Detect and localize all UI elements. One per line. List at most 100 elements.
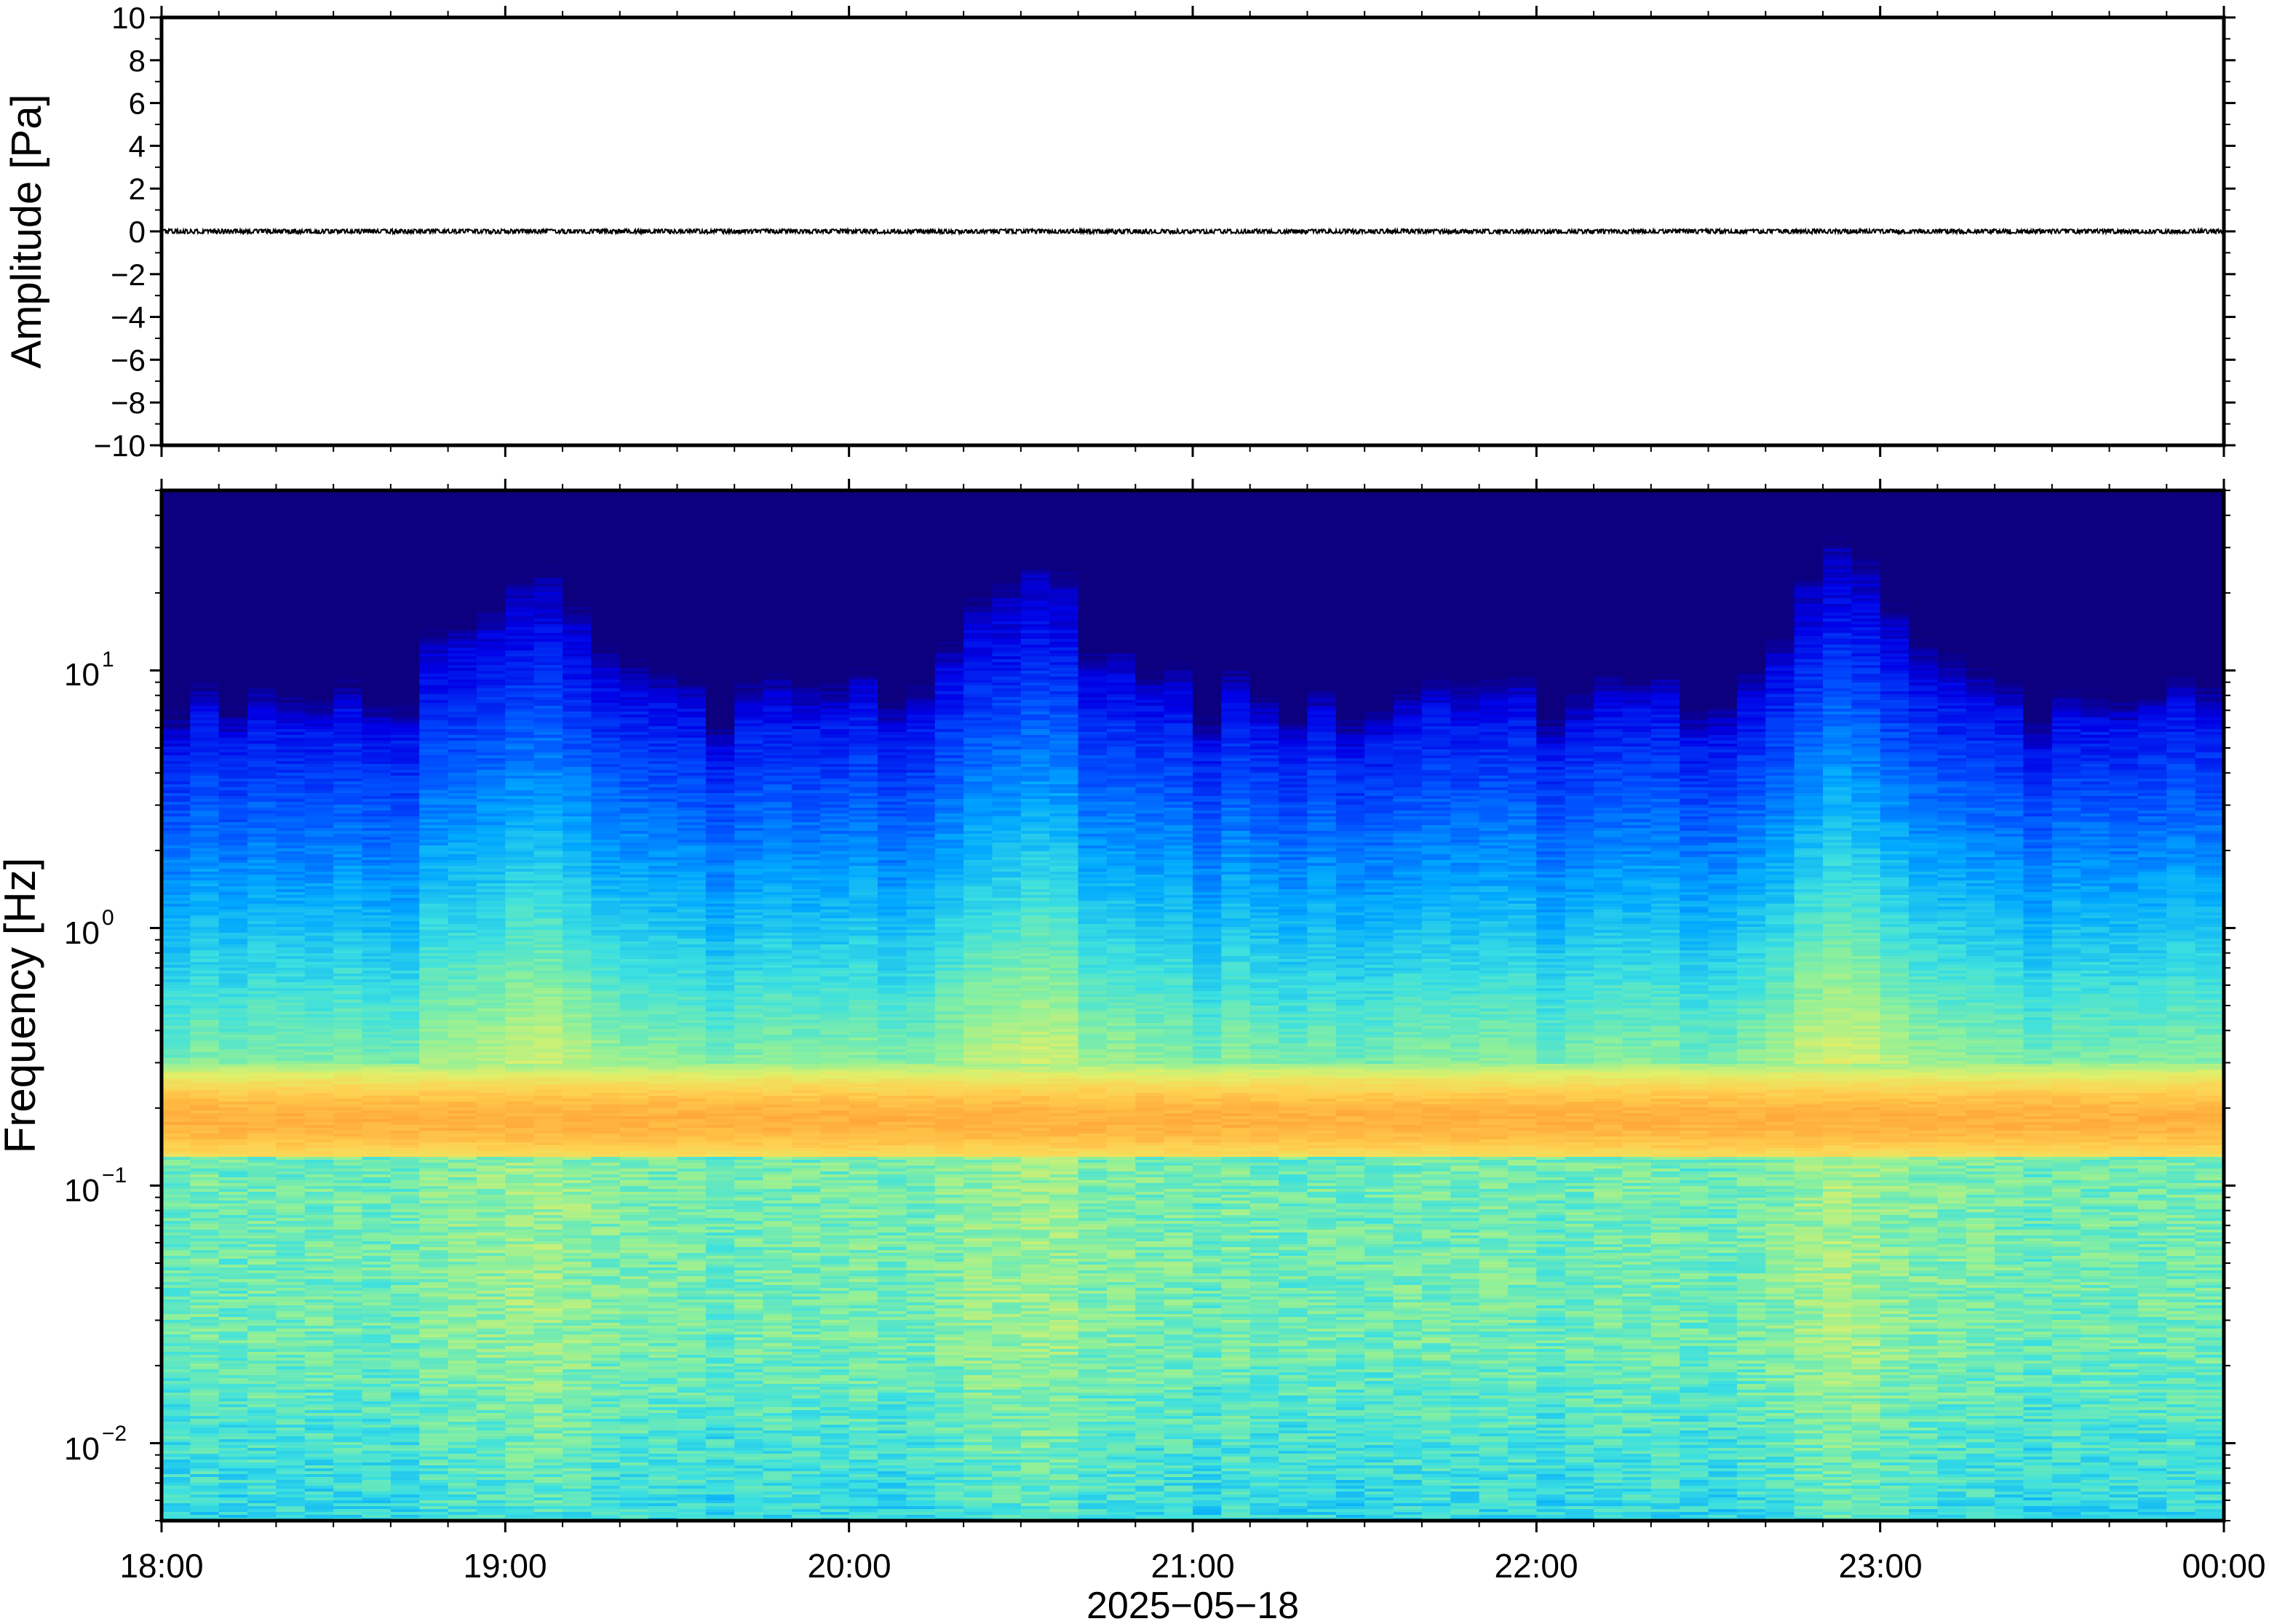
spectrogram-cell — [305, 601, 334, 605]
spectrogram-cell — [333, 653, 362, 657]
spectrogram-cell — [1880, 592, 1910, 596]
spectrogram-cell — [2023, 543, 2052, 546]
spectrogram-cell — [1479, 508, 1509, 512]
spectrogram-cell — [1536, 645, 1565, 648]
spectrogram-cell — [1880, 552, 1910, 555]
spectrogram-cell — [1508, 642, 1537, 645]
spectrogram-cell — [505, 584, 534, 587]
spectrogram-cell — [1622, 610, 1651, 613]
spectrogram-cell — [276, 511, 305, 514]
spectrogram-cell — [734, 496, 763, 500]
spectrogram-cell — [247, 537, 277, 541]
spectrogram-cell — [1193, 656, 1222, 660]
spectrogram-cell — [276, 630, 305, 634]
spectrogram-cell — [190, 633, 219, 637]
spectrogram-cell — [2081, 552, 2110, 555]
spectrogram-cell — [1450, 589, 1479, 593]
spectrogram-cell — [706, 680, 735, 683]
spectrogram-cell — [706, 520, 735, 523]
spectrogram-cell — [1651, 496, 1680, 500]
spectrogram-cell — [391, 514, 420, 517]
spectrogram-cell — [219, 514, 248, 517]
spectrogram-cell — [1823, 581, 1852, 584]
spectrogram-cell — [190, 569, 219, 573]
spectrogram-cell — [1250, 520, 1279, 523]
spectrogram-cell — [1135, 630, 1164, 634]
spectrogram-cell — [2081, 680, 2110, 683]
spectrogram-cell — [1307, 642, 1336, 645]
spectrogram-cell — [2196, 630, 2225, 634]
spectrogram-cell — [1078, 575, 1108, 578]
spectrogram-cell — [1364, 671, 1394, 674]
spectrogram-cell — [534, 508, 563, 512]
spectrogram-cell — [648, 598, 677, 602]
spectrogram-cell — [2052, 581, 2081, 584]
spectrogram-cell — [333, 642, 362, 645]
spectrogram-cell — [1536, 499, 1565, 503]
spectrogram-cell — [1565, 682, 1594, 686]
spectrogram-cell — [820, 601, 849, 605]
spectrogram-cell — [849, 520, 878, 523]
spectrogram-cell — [1336, 642, 1365, 645]
spectrogram-cell — [219, 589, 248, 593]
spectrogram-cell — [706, 581, 735, 584]
spectrogram-cell — [1795, 677, 1824, 680]
spectrogram-cell — [878, 648, 907, 651]
spectrogram-cell — [563, 499, 592, 503]
spectrogram-cell — [1279, 613, 1308, 616]
spectrogram-cell — [1450, 592, 1479, 596]
spectrogram-cell — [591, 517, 620, 520]
spectrogram-cell — [563, 546, 592, 549]
spectrogram-cell — [563, 589, 592, 593]
spectrogram-cell — [1021, 674, 1050, 677]
spectrogram-cell — [1078, 604, 1108, 608]
spectrogram-cell — [591, 557, 620, 561]
spectrogram-cell — [591, 659, 620, 663]
spectrogram-cell — [1594, 607, 1623, 610]
spectrogram-cell — [1565, 584, 1594, 587]
spectrogram-cell — [1135, 546, 1164, 549]
spectrogram-cell — [992, 656, 1021, 660]
spectrogram-cell — [906, 650, 935, 654]
spectrogram-cell — [190, 563, 219, 567]
spectrogram-cell — [1164, 674, 1193, 677]
spectrogram-cell — [1594, 569, 1623, 573]
spectrogram-cell — [1709, 528, 1738, 532]
spectrogram-cell — [1164, 537, 1193, 541]
spectrogram-cell — [648, 636, 677, 640]
spectrogram-cell — [2138, 572, 2167, 576]
spectrogram-cell — [992, 668, 1021, 672]
spectrogram-cell — [2166, 569, 2196, 573]
spectrogram-cell — [1937, 589, 1966, 593]
spectrogram-cell — [1364, 610, 1394, 613]
spectrogram-cell — [477, 653, 506, 657]
spectrogram-cell — [2052, 677, 2081, 680]
spectrogram-cell — [333, 662, 362, 666]
spectrogram-cell — [849, 586, 878, 590]
spectrogram-cell — [591, 636, 620, 640]
spectrogram-cell — [1737, 508, 1766, 512]
spectrogram-cell — [1880, 525, 1910, 529]
spectrogram-cell — [1795, 493, 1824, 497]
spectrogram-cell — [1909, 525, 1938, 529]
spectrogram-cell — [706, 601, 735, 605]
spectrogram-cell — [1078, 630, 1108, 634]
spectrogram-cell — [963, 618, 993, 622]
spectrogram-cell — [1508, 624, 1537, 628]
spectrogram-cell — [2052, 589, 2081, 593]
spectrogram-cell — [1479, 671, 1509, 674]
spectrogram-cell — [734, 601, 763, 605]
spectrogram-cell — [734, 499, 763, 503]
spectrogram-cell — [1394, 636, 1423, 640]
spectrogram-cell — [906, 677, 935, 680]
spectrogram-cell — [992, 601, 1021, 605]
spectrogram-cell — [1394, 499, 1423, 503]
spectrogram-cell — [763, 677, 792, 680]
spectrogram-cell — [1737, 563, 1766, 567]
spectrogram-cell — [906, 674, 935, 677]
spectrogram-cell — [2138, 639, 2167, 642]
spectrogram-cell — [1049, 627, 1078, 631]
spectrogram-cell — [1307, 589, 1336, 593]
spectrogram-cell — [305, 639, 334, 642]
spectrogram-cell — [935, 662, 964, 666]
